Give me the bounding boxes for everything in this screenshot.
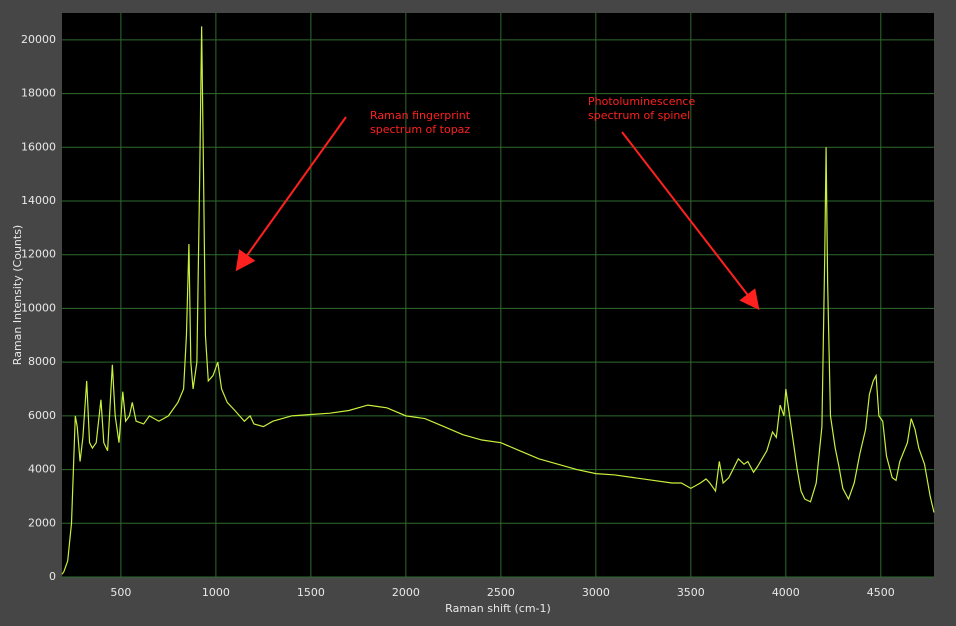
- x-tick-label: 1500: [297, 586, 325, 599]
- y-tick-label: 14000: [21, 194, 56, 207]
- y-tick-label: 10000: [21, 301, 56, 314]
- x-tick-label: 3500: [677, 586, 705, 599]
- x-tick-label: 2000: [392, 586, 420, 599]
- x-tick-label: 4500: [867, 586, 895, 599]
- y-tick-label: 18000: [21, 87, 56, 100]
- y-tick-label: 2000: [28, 516, 56, 529]
- x-tick-label: 2500: [487, 586, 515, 599]
- annotation-line: Raman fingerprint: [370, 109, 471, 122]
- annotation-line: spectrum of spinel: [588, 109, 690, 122]
- annotation-line: Photoluminescence: [588, 95, 695, 108]
- y-tick-label: 4000: [28, 463, 56, 476]
- x-tick-label: 4000: [772, 586, 800, 599]
- arrow: [235, 116, 347, 272]
- y-tick-label: 20000: [21, 33, 56, 46]
- y-tick-label: 8000: [28, 355, 56, 368]
- x-tick-label: 3000: [582, 586, 610, 599]
- annotation: Raman fingerprint spectrum of topaz: [370, 109, 471, 136]
- y-tick-label: 6000: [28, 409, 56, 422]
- y-tick-label: 16000: [21, 140, 56, 153]
- spectrum-line: [61, 26, 935, 575]
- y-axis-label: Raman Intensity (Counts): [11, 225, 24, 365]
- annotation-line: spectrum of topaz: [370, 123, 470, 136]
- line-layer: [61, 26, 935, 575]
- grid: [62, 13, 934, 578]
- arrow: [621, 131, 760, 311]
- plot-area: [62, 13, 934, 577]
- annotation: Photoluminescence spectrum of spinel: [588, 95, 695, 122]
- y-tick-label: 12000: [21, 248, 56, 261]
- x-axis-label: Raman shift (cm-1): [445, 602, 551, 615]
- x-tick-label: 1000: [202, 586, 230, 599]
- x-tick-label: 500: [110, 586, 131, 599]
- y-tick-label: 0: [49, 570, 56, 583]
